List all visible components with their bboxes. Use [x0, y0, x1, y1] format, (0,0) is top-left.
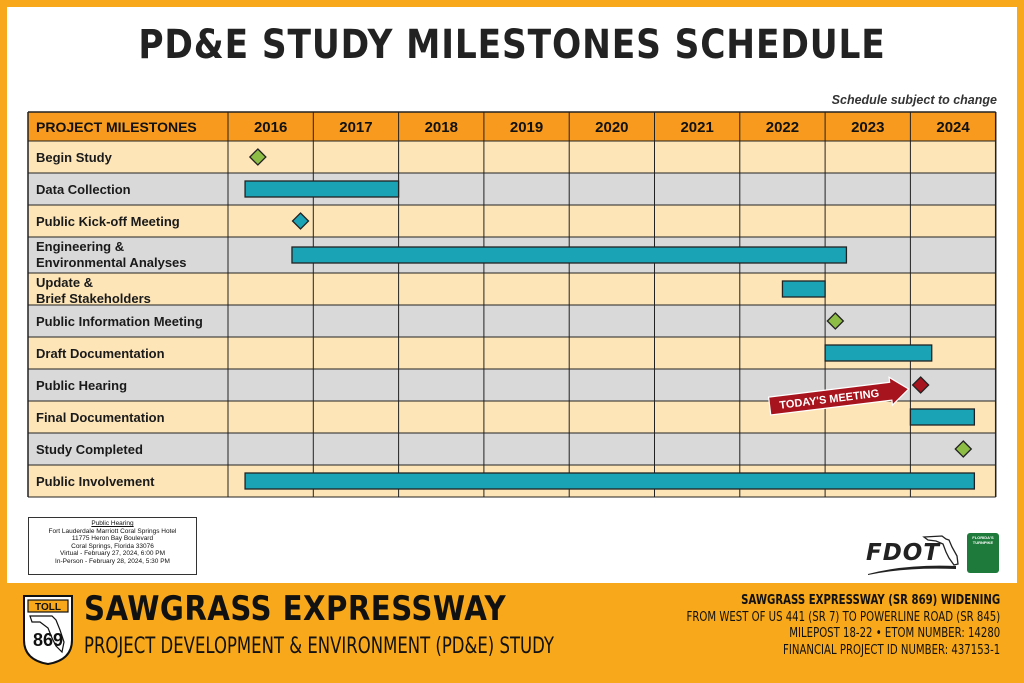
year-label: 2023	[851, 119, 884, 136]
project-info-line: SAWGRASS EXPRESSWAY (SR 869) WIDENING	[740, 593, 1000, 608]
hearing-info-title: Public Hearing	[91, 520, 134, 527]
fdot-swoosh-icon	[868, 565, 956, 575]
footer-band	[7, 583, 1017, 676]
year-label: 2019	[510, 119, 543, 136]
schedule-bar	[244, 180, 400, 198]
florida-outline-icon	[922, 535, 959, 566]
project-info-line: FROM WEST OF US 441 (SR 7) TO POWERLINE …	[686, 609, 1000, 625]
header-label: PROJECT MILESTONES	[36, 119, 197, 135]
milestone-label: Brief Stakeholders	[36, 291, 151, 306]
milestone-diamond	[954, 440, 973, 458]
hearing-info-line: 11775 Heron Bay Boulevard	[71, 535, 154, 543]
project-info-line: MILEPOST 18-22 • ETOM NUMBER: 14280	[789, 626, 1000, 641]
table-row	[28, 205, 996, 237]
table-row	[28, 273, 996, 305]
year-label: 2024	[936, 119, 970, 136]
milestone-label: Public Kick-off Meeting	[36, 214, 180, 229]
schedule-bar	[909, 408, 976, 426]
milestone-label: Environmental Analyses	[36, 255, 187, 270]
year-label: 2017	[339, 119, 372, 136]
milestone-label: Public Information Meeting	[36, 314, 203, 329]
milestone-diamond	[911, 376, 930, 394]
milestone-label: Public Hearing	[36, 378, 127, 393]
toll-869-shield-icon: TOLL 869	[23, 595, 73, 666]
callout-arrow	[767, 376, 910, 416]
hearing-info-line: Fort Lauderdale Marriott Coral Springs H…	[48, 527, 177, 535]
turnpike-logo	[967, 533, 999, 573]
hearing-info-line: Coral Springs, Florida 33076	[71, 542, 154, 550]
year-label: 2021	[680, 119, 713, 136]
milestone-label: Final Documentation	[36, 410, 165, 425]
schedule-bar	[824, 344, 933, 362]
table-row	[28, 173, 996, 205]
shield-number: 869	[33, 630, 63, 650]
milestone-label: Data Collection	[36, 182, 131, 197]
table-header	[28, 112, 996, 141]
milestone-label: Engineering &	[36, 239, 124, 254]
expressway-name: SAWGRASS EXPRESSWAY	[84, 589, 507, 629]
project-info: SAWGRASS EXPRESSWAY (SR 869) WIDENING FR…	[598, 593, 1000, 659]
milestone-diamond	[826, 312, 845, 330]
hearing-info-box: Public Hearing Fort Lauderdale Marriott …	[28, 517, 197, 575]
table-row	[28, 141, 996, 173]
schedule-bar	[291, 246, 848, 264]
milestone-label: Public Involvement	[36, 474, 155, 489]
page-title: PD&E STUDY MILESTONES SCHEDULE	[138, 22, 886, 68]
project-info-line: FINANCIAL PROJECT ID NUMBER: 437153-1	[782, 642, 1000, 658]
table-row	[28, 433, 996, 465]
milestone-label: Study Completed	[36, 442, 143, 457]
study-subtitle: PROJECT DEVELOPMENT & ENVIRONMENT (PD&E)…	[84, 634, 554, 659]
fdot-logo: FDOT	[866, 540, 941, 566]
milestone-label: Update &	[36, 275, 93, 290]
milestone-label: Begin Study	[36, 150, 113, 165]
schedule-note: Schedule subject to change	[831, 93, 997, 107]
shield-toll-label: TOLL	[35, 602, 61, 613]
milestone-diamond	[248, 148, 267, 166]
year-label: 2016	[254, 119, 287, 136]
schedule-bar	[781, 280, 826, 298]
schedule-bar	[244, 472, 976, 490]
year-label: 2018	[425, 119, 458, 136]
hearing-info-line: Virtual - February 27, 2024, 6:00 PM	[59, 550, 166, 558]
milestone-label: Draft Documentation	[36, 346, 165, 361]
year-label: 2022	[766, 119, 799, 136]
milestone-diamond	[291, 212, 310, 230]
year-label: 2020	[595, 119, 628, 136]
hearing-info-line: In-Person - February 28, 2024, 5:30 PM	[55, 557, 170, 565]
turnpike-logo-text: FLORIDA'S TURNPIKE	[972, 535, 994, 545]
